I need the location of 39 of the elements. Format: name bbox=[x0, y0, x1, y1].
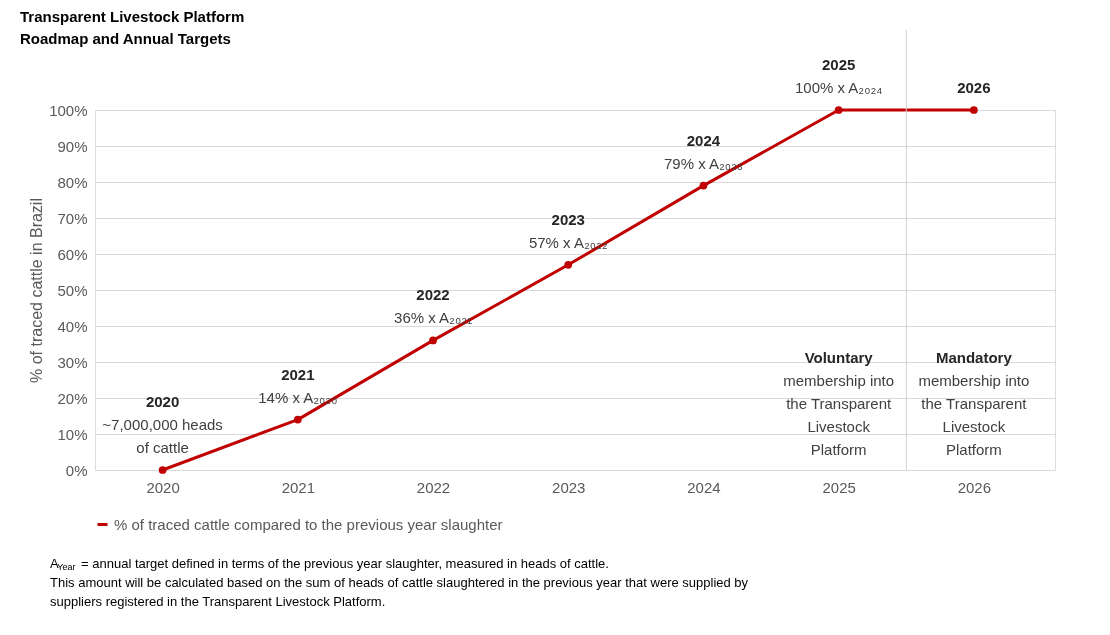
point bbox=[834, 106, 843, 114]
annotation: 2020 ~7,000,000 heads of cattle bbox=[102, 393, 223, 456]
y-tick-label: 70% bbox=[57, 209, 88, 227]
y-tick-label: 90% bbox=[57, 137, 88, 155]
x-tick-label: 2020 bbox=[146, 478, 180, 496]
x-tick-label: 2026 bbox=[957, 478, 992, 496]
text: suppliers registered in the Transparent Livestock Platform. bbox=[50, 594, 386, 609]
y-tick-label: 40% bbox=[57, 317, 88, 335]
x-tick-label: 2024 bbox=[687, 478, 721, 496]
text: This amount will be calculated based on the sum of heads of cattle slaughtered in the previous year that were supplied by bbox=[50, 575, 749, 590]
x-tick-label: 2022 bbox=[416, 478, 451, 496]
y-axis-title: % of traced cattle in Brazil bbox=[28, 198, 46, 383]
annotation: 2026 bbox=[957, 79, 991, 96]
annotation: Mandatory membership into the Transparent Livestock Platform bbox=[918, 349, 1030, 458]
chart-title: Transparent Livestock Platform Roadmap and Annual Targets bbox=[20, 8, 245, 47]
y-tick-label: 100% bbox=[49, 101, 88, 119]
point bbox=[564, 260, 573, 269]
point bbox=[699, 181, 708, 190]
y-tick-label: 30% bbox=[57, 353, 88, 371]
y-tick-label: 60% bbox=[57, 245, 88, 263]
annotation: Voluntary membership into the Transparent Livestock Platform bbox=[783, 349, 895, 458]
point bbox=[158, 466, 167, 474]
point bbox=[429, 336, 437, 345]
annotation: 2024 79% x A₂₀₂₃ bbox=[663, 131, 743, 172]
y-tick-label: 0% bbox=[65, 461, 88, 479]
y-tick-label: 20% bbox=[57, 389, 88, 407]
annotation: 2022 36% x A₂₀₂₁ bbox=[394, 286, 473, 327]
x-tick-label: 2023 bbox=[552, 478, 586, 496]
y-tick-label: 10% bbox=[57, 425, 88, 443]
annotation: 2021 14% x A₂₀₂₀ bbox=[258, 365, 338, 406]
y-tick-label: 80% bbox=[57, 173, 88, 191]
x-tick-label: 2021 bbox=[281, 478, 315, 496]
point bbox=[293, 415, 302, 424]
annotation: 2025 100% x A₂₀₂₄ bbox=[794, 56, 883, 96]
legend-label: % of traced cattle compared to the previous year slaughter bbox=[114, 515, 503, 533]
y-tick-label: 50% bbox=[57, 281, 88, 299]
x-tick-label: 2025 bbox=[822, 478, 856, 496]
annotation: 2023 57% x A₂₀₂₂ bbox=[528, 210, 608, 251]
point bbox=[970, 106, 978, 114]
